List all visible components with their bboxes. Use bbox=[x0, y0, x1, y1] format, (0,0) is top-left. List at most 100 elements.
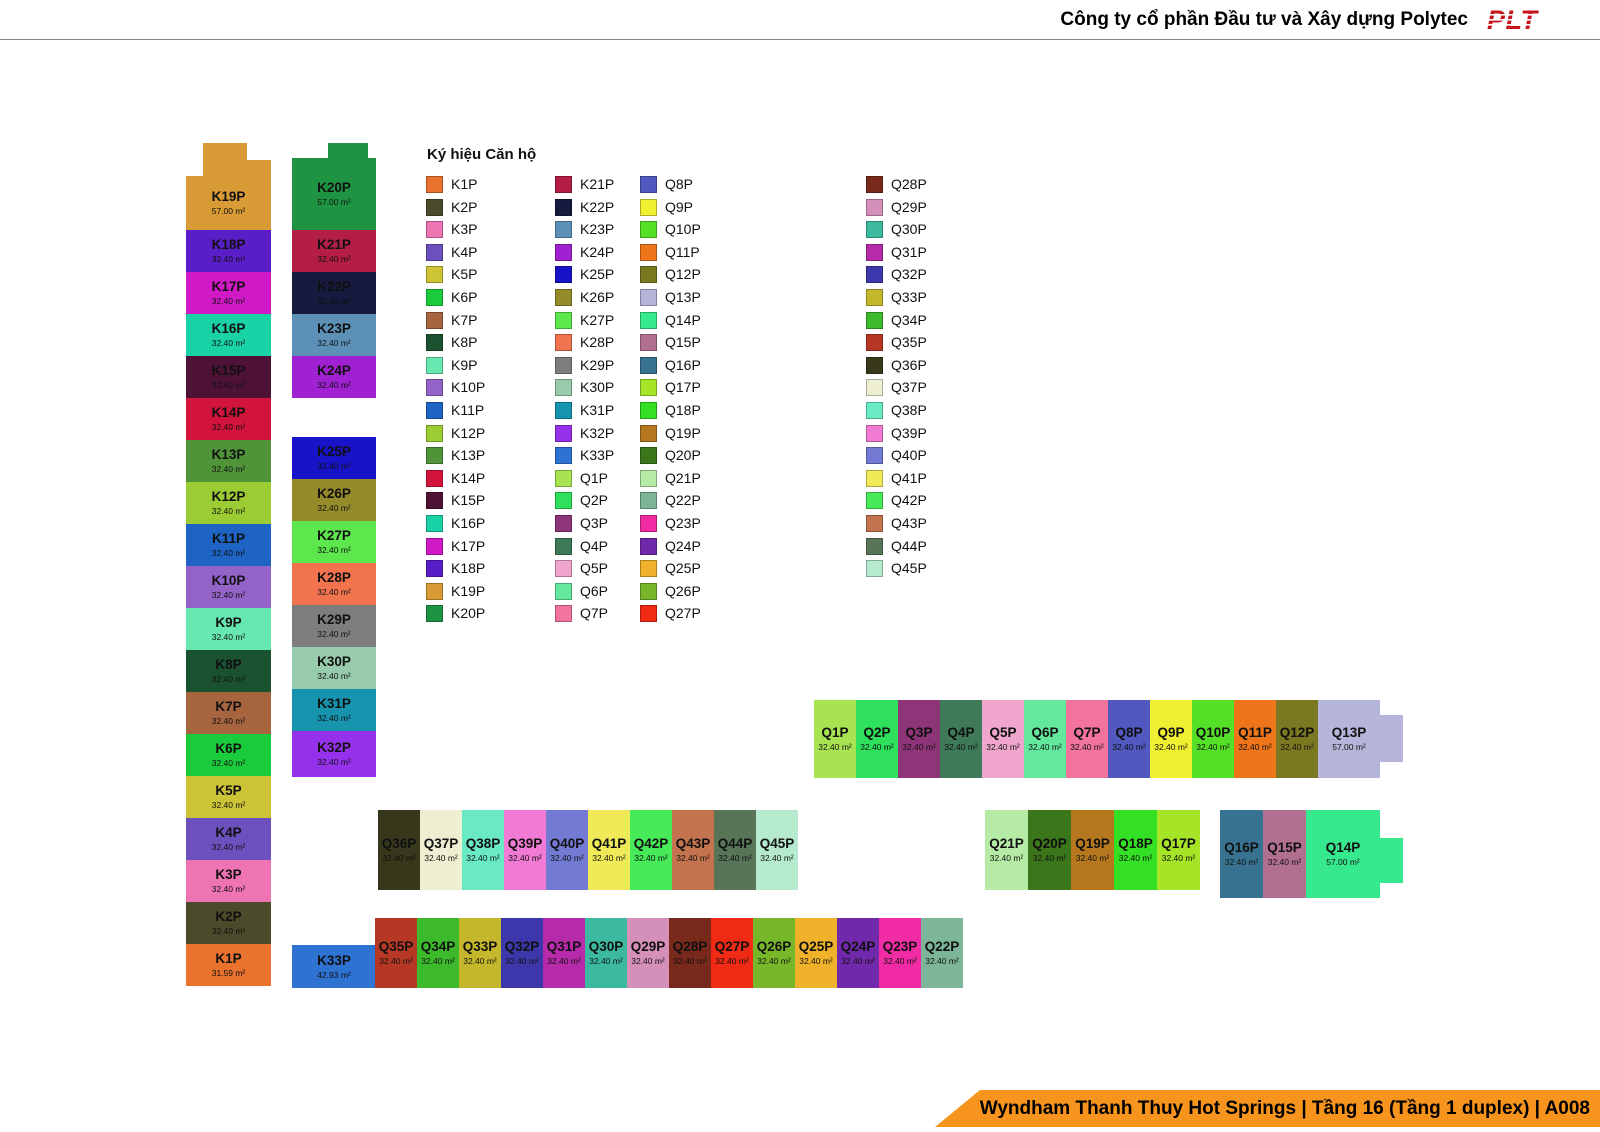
legend-swatch-Q42P bbox=[866, 492, 883, 510]
unit-K23P[interactable]: K23P 32.40 m² bbox=[292, 314, 376, 356]
unit-K31P[interactable]: K31P 32.40 m² bbox=[292, 689, 376, 731]
unit-K8P[interactable]: K8P 32.40 m² bbox=[186, 650, 271, 692]
unit-K4P[interactable]: K4P 32.40 m² bbox=[186, 818, 271, 860]
unit-Q19P[interactable]: Q19P 32.40 m² bbox=[1071, 810, 1114, 890]
unit-K28P[interactable]: K28P 32.40 m² bbox=[292, 563, 376, 605]
unit-area: 32.40 m² bbox=[883, 956, 917, 966]
legend-swatch-Q3P bbox=[555, 514, 572, 532]
unit-Q9P[interactable]: Q9P 32.40 m² bbox=[1150, 700, 1192, 778]
unit-Q21P[interactable]: Q21P 32.40 m² bbox=[985, 810, 1028, 890]
unit-K22P[interactable]: K22P 32.40 m² bbox=[292, 272, 376, 314]
unit-Q42P[interactable]: Q42P 32.40 m² bbox=[630, 810, 672, 890]
legend-item-K33P: K33P bbox=[555, 447, 614, 465]
unit-K12P[interactable]: K12P 32.40 m² bbox=[186, 482, 271, 524]
unit-Q28P[interactable]: Q28P 32.40 m² bbox=[669, 918, 711, 988]
unit-Q25P[interactable]: Q25P 32.40 m² bbox=[795, 918, 837, 988]
unit-Q27P[interactable]: Q27P 32.40 m² bbox=[711, 918, 753, 988]
unit-K20P[interactable]: K20P 57.00 m² bbox=[292, 158, 376, 230]
unit-K2P[interactable]: K2P 32.40 m² bbox=[186, 902, 271, 944]
unit-Q32P[interactable]: Q32P 32.40 m² bbox=[501, 918, 543, 988]
unit-K11P[interactable]: K11P 32.40 m² bbox=[186, 524, 271, 566]
legend-label: Q11P bbox=[665, 243, 700, 260]
unit-K1P[interactable]: K1P 31.59 m² bbox=[186, 944, 271, 986]
unit-Q23P[interactable]: Q23P 32.40 m² bbox=[879, 918, 921, 988]
unit-K27P[interactable]: K27P 32.40 m² bbox=[292, 521, 376, 563]
unit-Q35P[interactable]: Q35P 32.40 m² bbox=[375, 918, 417, 988]
unit-K7P[interactable]: K7P 32.40 m² bbox=[186, 692, 271, 734]
unit-Q26P[interactable]: Q26P 32.40 m² bbox=[753, 918, 795, 988]
unit-K3P[interactable]: K3P 32.40 m² bbox=[186, 860, 271, 902]
unit-K16P[interactable]: K16P 32.40 m² bbox=[186, 314, 271, 356]
legend-swatch-K8P bbox=[426, 334, 443, 352]
legend-swatch-K32P bbox=[555, 424, 572, 442]
unit-Q5P[interactable]: Q5P 32.40 m² bbox=[982, 700, 1024, 778]
unit-Q20P[interactable]: Q20P 32.40 m² bbox=[1028, 810, 1071, 890]
unit-Q34P[interactable]: Q34P 32.40 m² bbox=[417, 918, 459, 988]
unit-K19P[interactable]: K19P 57.00 m² bbox=[186, 176, 271, 230]
unit-area: 32.40 m² bbox=[211, 884, 246, 894]
unit-Q43P[interactable]: Q43P 32.40 m² bbox=[672, 810, 714, 890]
unit-K17P[interactable]: K17P 32.40 m² bbox=[186, 272, 271, 314]
unit-Q39P[interactable]: Q39P 32.40 m² bbox=[504, 810, 546, 890]
unit-Q2P[interactable]: Q2P 32.40 m² bbox=[856, 700, 898, 778]
legend-item-Q39P: Q39P bbox=[866, 424, 927, 442]
unit-K13P[interactable]: K13P 32.40 m² bbox=[186, 440, 271, 482]
unit-Q29P[interactable]: Q29P 32.40 m² bbox=[627, 918, 669, 988]
unit-K26P[interactable]: K26P 32.40 m² bbox=[292, 479, 376, 521]
unit-K10P[interactable]: K10P 32.40 m² bbox=[186, 566, 271, 608]
unit-Q45P[interactable]: Q45P 32.40 m² bbox=[756, 810, 798, 890]
unit-area: 57.00 m² bbox=[1326, 857, 1360, 867]
unit-Q3P[interactable]: Q3P 32.40 m² bbox=[898, 700, 940, 778]
legend-item-Q42P: Q42P bbox=[866, 492, 927, 510]
unit-Q18P[interactable]: Q18P 32.40 m² bbox=[1114, 810, 1157, 890]
unit-K29P[interactable]: K29P 32.40 m² bbox=[292, 605, 376, 647]
unit-Q16P[interactable]: Q16P 32.40 m² bbox=[1220, 810, 1263, 898]
unit-Q44P[interactable]: Q44P 32.40 m² bbox=[714, 810, 756, 890]
unit-Q4P[interactable]: Q4P 32.40 m² bbox=[940, 700, 982, 778]
unit-K25P[interactable]: K25P 32.40 m² bbox=[292, 437, 376, 479]
unit-K33P[interactable]: K33P 42.93 m² bbox=[292, 945, 376, 988]
unit-K6P[interactable]: K6P 32.40 m² bbox=[186, 734, 271, 776]
unit-K18P[interactable]: K18P 32.40 m² bbox=[186, 230, 271, 272]
legend-swatch-Q34P bbox=[866, 311, 883, 329]
unit-K32P[interactable]: K32P 32.40 m² bbox=[292, 731, 376, 777]
unit-K24P[interactable]: K24P 32.40 m² bbox=[292, 356, 376, 398]
unit-K21P[interactable]: K21P 32.40 m² bbox=[292, 230, 376, 272]
unit-Q11P[interactable]: Q11P 32.40 m² bbox=[1234, 700, 1276, 778]
unit-Q12P[interactable]: Q12P 32.40 m² bbox=[1276, 700, 1318, 778]
unit-Q15P[interactable]: Q15P 32.40 m² bbox=[1263, 810, 1306, 898]
unit-label: Q17P bbox=[1161, 836, 1196, 851]
unit-Q22P[interactable]: Q22P 32.40 m² bbox=[921, 918, 963, 988]
unit-area: 32.40 m² bbox=[589, 956, 623, 966]
unit-Q1P[interactable]: Q1P 32.40 m² bbox=[814, 700, 856, 778]
unit-Q41P[interactable]: Q41P 32.40 m² bbox=[588, 810, 630, 890]
unit-Q31P[interactable]: Q31P 32.40 m² bbox=[543, 918, 585, 988]
unit-Q33P[interactable]: Q33P 32.40 m² bbox=[459, 918, 501, 988]
legend-swatch-K12P bbox=[426, 424, 443, 442]
unit-Q24P[interactable]: Q24P 32.40 m² bbox=[837, 918, 879, 988]
unit-Q38P[interactable]: Q38P 32.40 m² bbox=[462, 810, 504, 890]
unit-Q37P[interactable]: Q37P 32.40 m² bbox=[420, 810, 462, 890]
unit-area: 32.40 m² bbox=[211, 926, 246, 936]
unit-Q40P[interactable]: Q40P 32.40 m² bbox=[546, 810, 588, 890]
unit-Q17P[interactable]: Q17P 32.40 m² bbox=[1157, 810, 1200, 890]
legend-swatch-K19P bbox=[426, 582, 443, 600]
unit-Q14P[interactable]: Q14P 57.00 m² bbox=[1306, 810, 1380, 898]
unit-Q10P[interactable]: Q10P 32.40 m² bbox=[1192, 700, 1234, 778]
unit-Q13P[interactable]: Q13P 57.00 m² bbox=[1318, 700, 1380, 778]
unit-Q30P[interactable]: Q30P 32.40 m² bbox=[585, 918, 627, 988]
unit-K14P[interactable]: K14P 32.40 m² bbox=[186, 398, 271, 440]
unit-Q36P[interactable]: Q36P 32.40 m² bbox=[378, 810, 420, 890]
legend-label: Q37P bbox=[891, 379, 927, 396]
unit-area: 32.40 m² bbox=[673, 956, 707, 966]
unit-label: K27P bbox=[317, 528, 351, 543]
legend-label: K28P bbox=[580, 334, 615, 351]
unit-K5P[interactable]: K5P 32.40 m² bbox=[186, 776, 271, 818]
unit-K15P[interactable]: K15P 32.40 m² bbox=[186, 356, 271, 398]
unit-K30P[interactable]: K30P 32.40 m² bbox=[292, 647, 376, 689]
unit-Q7P[interactable]: Q7P 32.40 m² bbox=[1066, 700, 1108, 778]
unit-K9P[interactable]: K9P 32.40 m² bbox=[186, 608, 271, 650]
unit-Q8P[interactable]: Q8P 32.40 m² bbox=[1108, 700, 1150, 778]
unit-Q6P[interactable]: Q6P 32.40 m² bbox=[1024, 700, 1066, 778]
